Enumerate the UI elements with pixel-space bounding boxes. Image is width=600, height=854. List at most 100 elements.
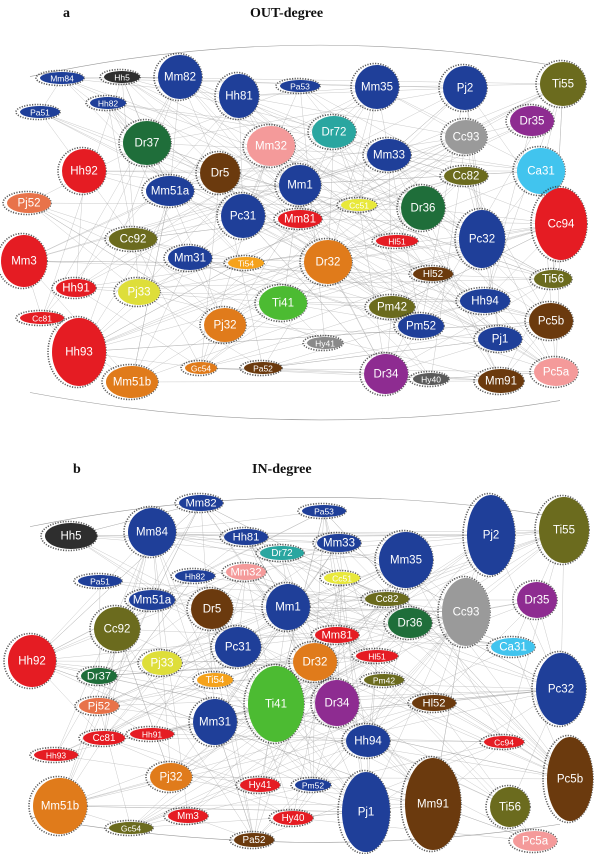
in-node-label: Hh92 (18, 656, 46, 668)
in-node-pc5b: Pc5b (542, 734, 594, 824)
in-node-shape (130, 728, 174, 740)
out-edge (138, 145, 272, 293)
in-node-label: Pa53 (314, 507, 334, 517)
in-node-shape (315, 680, 359, 726)
out-node-hh94: Hh94 (455, 286, 511, 316)
out-node-label: Hh94 (471, 296, 499, 308)
out-node-label: Cc92 (120, 234, 147, 246)
out-node-shape (307, 337, 343, 349)
out-node-label: Dr5 (211, 168, 230, 180)
in-node-shape (491, 638, 535, 656)
out-edge (146, 87, 466, 144)
out-node-label: Dr37 (135, 138, 160, 150)
out-edge (200, 367, 387, 375)
in-node-label: Pa51 (90, 577, 110, 587)
out-edge (327, 136, 467, 263)
out-node-label: Hh5 (114, 73, 130, 83)
in-node-shape (484, 736, 524, 748)
out-node-label: Pa51 (30, 108, 50, 118)
in-node-hl52: Hl52 (407, 692, 457, 714)
in-edge (312, 611, 467, 786)
out-node-shape (460, 289, 510, 313)
out-node-pj33: Pj33 (113, 276, 161, 308)
in-node-shape (191, 589, 233, 629)
in-edge (245, 571, 338, 704)
in-edge (31, 542, 340, 662)
out-node-pa51: Pa51 (15, 103, 61, 121)
out-edge (78, 261, 329, 353)
in-node-shape (129, 590, 175, 610)
out-edge (299, 85, 467, 177)
out-node-shape (529, 303, 573, 339)
out-node-label: Mm31 (174, 253, 206, 265)
in-edge (151, 531, 407, 561)
in-node-label: Dr72 (271, 548, 292, 559)
in-node-shape (8, 635, 56, 687)
in-node-shape (356, 650, 398, 662)
out-edge (376, 86, 422, 327)
in-node-shape (273, 811, 313, 825)
in-node-label: Pj1 (358, 807, 375, 819)
in-edge (253, 661, 316, 841)
in-edge (161, 598, 388, 664)
in-node-ca31: Ca31 (486, 635, 536, 659)
in-node-shape (226, 564, 266, 580)
out-node-shape (20, 106, 60, 118)
in-node-pj33: Pj33 (137, 648, 183, 678)
in-node-shape (81, 668, 117, 684)
out-node-shape (56, 279, 96, 297)
out-edge (39, 111, 501, 340)
out-node-shape (219, 74, 259, 118)
out-edge (121, 76, 557, 373)
out-node-cc93: Cc93 (440, 117, 488, 157)
out-edge (358, 204, 387, 375)
in-node-shape (175, 570, 215, 582)
out-node-shape (478, 327, 522, 351)
out-node-pc32: Pc32 (454, 207, 506, 271)
in-edge (99, 580, 388, 600)
in-node-label: Mm82 (185, 498, 216, 510)
out-node-mm82: Mm82 (153, 52, 203, 102)
in-node-cc51: Cc51 (319, 569, 361, 587)
out-edge (396, 240, 501, 340)
out-node-dr34: Dr34 (359, 351, 409, 397)
out-node-label: Mm33 (373, 150, 405, 162)
out-node-shape (510, 106, 554, 136)
in-edge (312, 741, 505, 786)
in-edge (130, 811, 367, 829)
in-node-shape (34, 749, 78, 761)
out-node-hh82: Hh82 (85, 94, 127, 112)
in-node-pa53: Pa53 (297, 502, 347, 520)
out-node-mm51b: Mm51b (101, 363, 159, 401)
out-edge (500, 278, 554, 382)
out-node-gc54: Gc54 (180, 359, 218, 377)
out-node-mm91: Mm91 (473, 366, 525, 396)
in-edge (151, 510, 325, 533)
in-node-dr5: Dr5 (186, 586, 234, 632)
out-edge (138, 291, 486, 302)
out-node-shape (168, 246, 212, 270)
out-edge (75, 87, 466, 289)
in-edge (103, 737, 294, 819)
in-edge (70, 535, 283, 554)
out-edge (465, 175, 552, 322)
in-degree-network: Hh5 Mm84 Mm82 Pa53 Pj2 Ti55 Hh81 Dr72 Mm33 Mm35 Pa… (3, 492, 594, 854)
in-node-shape (302, 505, 346, 517)
out-edge (238, 95, 467, 138)
in-edge (59, 688, 562, 807)
out-edge (358, 120, 533, 206)
out-node-label: Mm3 (11, 256, 37, 268)
out-node-shape (204, 308, 246, 342)
out-node-hh92: Hh92 (57, 146, 107, 196)
in-node-label: Dr5 (203, 604, 222, 616)
out-node-mm3: Mm3 (0, 232, 48, 290)
in-node-label: Cc81 (93, 733, 116, 744)
out-node-dr37: Dr37 (118, 118, 172, 168)
out-node-label: Pa52 (253, 364, 273, 374)
out-edge (131, 257, 191, 383)
in-edge (161, 655, 378, 664)
out-node-pc31: Pc31 (216, 191, 266, 241)
in-node-shape (324, 572, 360, 584)
out-node-shape (90, 97, 126, 109)
in-node-label: Hh82 (185, 572, 206, 582)
